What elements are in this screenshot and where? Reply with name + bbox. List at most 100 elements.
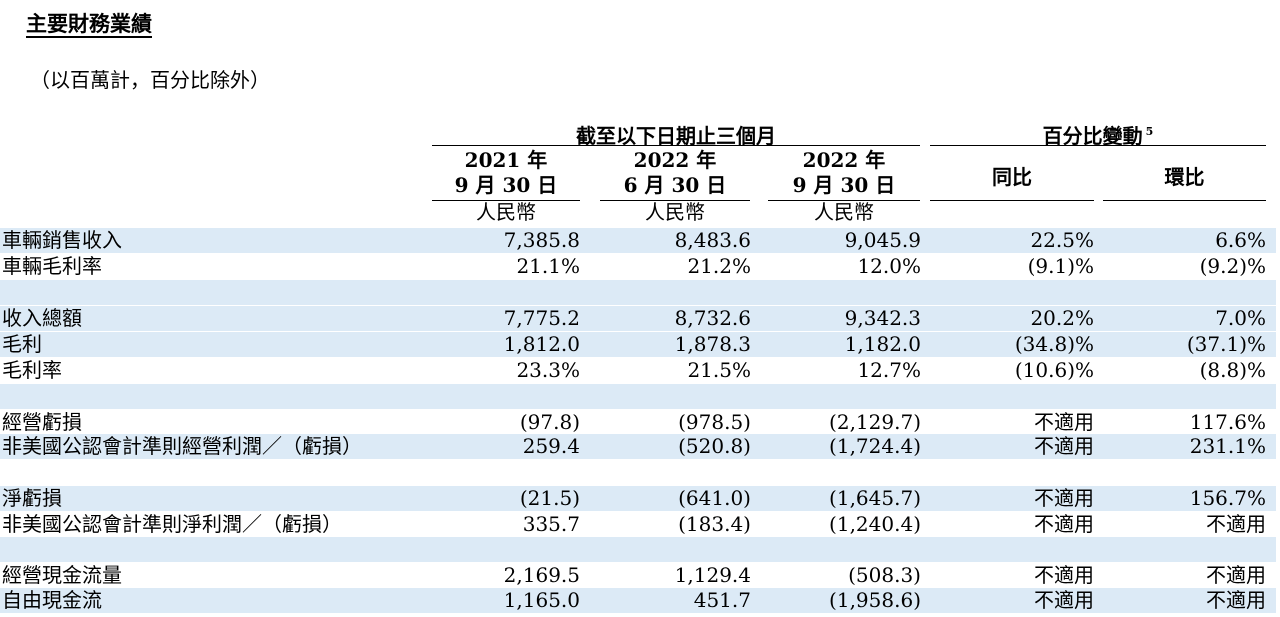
row-label: 車輛毛利率 bbox=[2, 254, 102, 278]
percentage-change-label: 百分比變動 bbox=[1042, 124, 1143, 148]
col3-rule bbox=[768, 200, 920, 201]
table-row-total-revenue: 收入總額 7,775.2 8,732.6 9,342.3 20.2% 7.0% bbox=[0, 306, 1276, 331]
group2-rule bbox=[930, 145, 1266, 146]
cell-yoy: 22.5% bbox=[1030, 228, 1094, 252]
col-header-2022-q2: 2022 年 6 月 30 日 bbox=[600, 148, 750, 198]
cell-yoy: 不適用 bbox=[1034, 588, 1094, 612]
cell-2022-q2: (183.4) bbox=[678, 512, 751, 536]
table-row-spacer bbox=[0, 280, 1276, 305]
table-row-net-loss: 淨虧損 (21.5) (641.0) (1,645.7) 不適用 156.7% bbox=[0, 486, 1276, 511]
col2-date: 6 月 30 日 bbox=[623, 173, 727, 197]
cell-2021-q3: 335.7 bbox=[522, 512, 580, 536]
cell-2022-q3: 1,182.0 bbox=[844, 332, 921, 356]
yoy-header: 同比 bbox=[992, 165, 1032, 189]
cell-2022-q3: 12.0% bbox=[857, 254, 921, 278]
row-label: 非美國公認會計準則淨利潤／（虧損） bbox=[2, 512, 342, 536]
table-row-gross-margin: 毛利率 23.3% 21.5% 12.7% (10.6)% (8.8)% bbox=[0, 358, 1276, 383]
row-label: 淨虧損 bbox=[2, 486, 62, 510]
footnote-marker: 5 bbox=[1145, 125, 1154, 139]
units-note: （以百萬計，百分比除外） bbox=[30, 68, 270, 92]
cell-2021-q3: 1,165.0 bbox=[503, 588, 580, 612]
col-header-2022-q3: 2022 年 9 月 30 日 bbox=[768, 148, 920, 198]
cell-qoq: (9.2)% bbox=[1199, 254, 1266, 278]
percentage-change-header: 百分比變動 5 bbox=[930, 120, 1266, 149]
cell-2022-q2: 8,732.6 bbox=[674, 306, 751, 330]
cell-2022-q3: (2,129.7) bbox=[829, 410, 921, 434]
cell-2022-q2: 451.7 bbox=[693, 588, 751, 612]
cell-2022-q2: 21.5% bbox=[687, 358, 751, 382]
col1-currency: 人民幣 bbox=[476, 200, 536, 224]
col1-date: 9 月 30 日 bbox=[454, 173, 558, 197]
yoy-rule bbox=[930, 200, 1094, 201]
row-label: 非美國公認會計準則經營利潤／（虧損） bbox=[2, 434, 362, 458]
cell-qoq: 231.1% bbox=[1189, 434, 1266, 458]
table-row-vehicle-sales: 車輛銷售收入 7,385.8 8,483.6 9,045.9 22.5% 6.6… bbox=[0, 228, 1276, 253]
col3-year: 2022 年 bbox=[802, 148, 886, 172]
cell-2021-q3: 7,775.2 bbox=[503, 306, 580, 330]
cell-2022-q2: 1,878.3 bbox=[674, 332, 751, 356]
cell-2022-q2: 21.2% bbox=[687, 254, 751, 278]
col-header-2021-q3: 2021 年 9 月 30 日 bbox=[432, 148, 580, 198]
col2-year: 2022 年 bbox=[633, 148, 717, 172]
cell-2022-q3: 9,045.9 bbox=[844, 228, 921, 252]
cell-2021-q3: 23.3% bbox=[516, 358, 580, 382]
table-row-spacer bbox=[0, 460, 1276, 485]
table-row-non-gaap-operating: 非美國公認會計準則經營利潤／（虧損） 259.4 (520.8) (1,724.… bbox=[0, 434, 1276, 459]
cell-2022-q3: (1,240.4) bbox=[829, 512, 921, 536]
cell-qoq: 不適用 bbox=[1206, 563, 1266, 587]
cell-2021-q3: 1,812.0 bbox=[503, 332, 580, 356]
cell-2022-q2: (641.0) bbox=[678, 486, 751, 510]
table-row-spacer bbox=[0, 384, 1276, 409]
cell-2021-q3: (21.5) bbox=[519, 486, 580, 510]
cell-yoy: 不適用 bbox=[1034, 410, 1094, 434]
cell-2022-q2: (520.8) bbox=[678, 434, 751, 458]
table-row-operating-loss: 經營虧損 (97.8) (978.5) (2,129.7) 不適用 117.6% bbox=[0, 410, 1276, 435]
qoq-rule bbox=[1103, 200, 1266, 201]
cell-2022-q3: (1,958.6) bbox=[829, 588, 921, 612]
cell-qoq: 不適用 bbox=[1206, 588, 1266, 612]
cell-yoy: (34.8)% bbox=[1014, 332, 1094, 356]
cell-qoq: 117.6% bbox=[1189, 410, 1266, 434]
col2-rule bbox=[600, 200, 750, 201]
cell-qoq: 7.0% bbox=[1215, 306, 1266, 330]
three-months-header-label: 截至以下日期止三個月 bbox=[576, 124, 776, 148]
table-row-non-gaap-net: 非美國公認會計準則淨利潤／（虧損） 335.7 (183.4) (1,240.4… bbox=[0, 512, 1276, 537]
col2-currency: 人民幣 bbox=[645, 200, 705, 224]
cell-2022-q3: (508.3) bbox=[848, 563, 921, 587]
table-row-free-cash-flow: 自由現金流 1,165.0 451.7 (1,958.6) 不適用 不適用 bbox=[0, 588, 1276, 613]
row-label: 毛利 bbox=[2, 332, 42, 356]
cell-2022-q2: 1,129.4 bbox=[674, 563, 751, 587]
table-row-operating-cash-flow: 經營現金流量 2,169.5 1,129.4 (508.3) 不適用 不適用 bbox=[0, 563, 1276, 588]
row-label: 經營虧損 bbox=[2, 410, 82, 434]
cell-2021-q3: (97.8) bbox=[519, 410, 580, 434]
cell-2021-q3: 21.1% bbox=[516, 254, 580, 278]
col1-year: 2021 年 bbox=[464, 148, 548, 172]
cell-2021-q3: 2,169.5 bbox=[503, 563, 580, 587]
cell-qoq: 6.6% bbox=[1215, 228, 1266, 252]
cell-yoy: 20.2% bbox=[1030, 306, 1094, 330]
cell-qoq: (8.8)% bbox=[1199, 358, 1266, 382]
cell-2021-q3: 259.4 bbox=[522, 434, 580, 458]
table-row-spacer bbox=[0, 537, 1276, 562]
col3-currency: 人民幣 bbox=[814, 200, 874, 224]
cell-qoq: 不適用 bbox=[1206, 512, 1266, 536]
cell-yoy: 不適用 bbox=[1034, 563, 1094, 587]
cell-qoq: 156.7% bbox=[1189, 486, 1266, 510]
cell-2021-q3: 7,385.8 bbox=[503, 228, 580, 252]
col3-date: 9 月 30 日 bbox=[792, 173, 896, 197]
cell-2022-q3: (1,724.4) bbox=[829, 434, 921, 458]
table-row-gross-profit: 毛利 1,812.0 1,878.3 1,182.0 (34.8)% (37.1… bbox=[0, 332, 1276, 357]
cell-2022-q3: 12.7% bbox=[857, 358, 921, 382]
cell-yoy: 不適用 bbox=[1034, 512, 1094, 536]
three-months-header: 截至以下日期止三個月 bbox=[432, 120, 920, 149]
table-row-vehicle-margin: 車輛毛利率 21.1% 21.2% 12.0% (9.1)% (9.2)% bbox=[0, 254, 1276, 279]
group1-rule bbox=[432, 145, 920, 146]
row-label: 車輛銷售收入 bbox=[2, 228, 122, 252]
cell-2022-q2: 8,483.6 bbox=[674, 228, 751, 252]
cell-qoq: (37.1)% bbox=[1186, 332, 1266, 356]
section-title: 主要財務業績 bbox=[26, 11, 152, 36]
cell-yoy: 不適用 bbox=[1034, 486, 1094, 510]
row-label: 經營現金流量 bbox=[2, 563, 122, 587]
row-label: 自由現金流 bbox=[2, 588, 102, 612]
col1-rule bbox=[432, 200, 580, 201]
